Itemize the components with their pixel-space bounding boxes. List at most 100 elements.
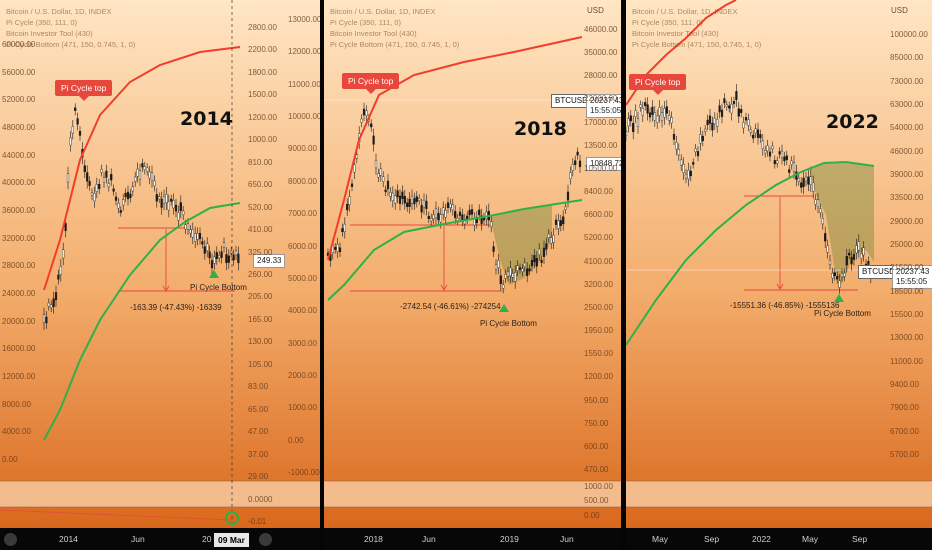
candle-body [122,199,125,206]
chart-canvas-2014[interactable] [0,0,321,550]
candle-body [198,233,202,240]
candle-body [723,98,726,104]
candle-body [446,202,450,208]
indicator-pi-cycle-bottom: Pi Cycle Bottom (471, 150, 0.745, 1, 0) [330,40,460,49]
candle-body [816,199,820,207]
symbol-title: Bitcoin / U.S. Dollar, 1D, INDEX [6,7,112,16]
measure-arrow-head [162,285,170,292]
price-axis-tick: 7900.00 [890,403,919,413]
indicator-pi-cycle: Pi Cycle (350, 111, 0) [632,18,704,27]
candle-body [836,275,839,280]
candle-body [626,131,628,137]
time-axis[interactable]: May Sep 2022 May Sep [626,528,932,550]
chart-header: Bitcoin / U.S. Dollar, 1D, INDEX Pi Cycl… [6,6,135,50]
pi-cycle-top-line [43,46,241,291]
candle-body [420,205,423,213]
candle-body [792,162,796,172]
candle-body [422,199,426,208]
candle-body [90,192,94,196]
price-axis-tick: 0.0000 [248,494,273,504]
candle-body [518,267,522,270]
candle-body [576,151,579,156]
candle-body [636,118,640,127]
pi-bottom-fill [490,205,552,285]
candle-body [632,122,635,133]
time-label: 2019 [500,534,519,544]
indicator-investor-tool: Bitcoin Investor Tool (430) [330,29,417,38]
candle-body [634,110,637,118]
pi-cycle-top-badge: Pi Cycle top [629,74,687,95]
candle-body [374,160,378,169]
indicator-band [324,481,621,507]
candle-body [126,191,130,200]
candle-body [687,169,690,180]
candle-body [578,160,582,168]
price-axis-tick: 13000.00 [890,333,924,343]
year-label: 2022 [826,111,879,133]
candle-body [350,183,354,187]
pi-cycle-bottom-line [43,202,241,441]
candle-body [574,160,577,165]
candle-body [867,260,870,265]
candle-body [840,273,844,278]
candle-body [165,194,168,203]
candle-body [742,122,745,129]
candle-body [86,172,89,182]
price-axis-tick: 9000.00 [288,144,317,154]
candle-body [533,255,536,263]
candle-body [824,233,827,242]
candle-body [506,271,510,277]
price-axis-tick: 5000.00 [288,273,317,283]
candle-body [862,247,865,256]
price-axis-tick: 5200.00 [584,233,613,243]
candle-body [639,104,642,108]
candle-body [69,137,72,146]
time-label: Sep [704,534,720,544]
candle-body [764,150,767,154]
price-axis-tick: 29000.00 [890,216,924,226]
price-axis-tick: 4100.00 [584,256,613,266]
candle-body [843,272,846,277]
candle-body [850,256,853,265]
candle-body [179,202,182,212]
time-label: 20 [202,534,212,544]
candle-body [146,167,149,172]
candle-body [756,129,760,138]
price-tag-time: 15:55:05 [590,106,621,115]
candle-body [389,192,392,197]
candle-body [138,170,142,180]
drawdown-measure: -163.39 (-47.43%) -16339 [130,303,222,312]
candle-body [343,223,346,232]
candle-body [95,184,98,192]
candle-body [771,145,774,150]
candle-body [215,252,218,259]
candle-body [93,193,96,202]
chart-panel-2018: Bitcoin / U.S. Dollar, 1D, INDEX Pi Cycl… [324,0,621,550]
candle-body [658,107,661,116]
candle-body [749,129,752,133]
candle-body [554,219,558,225]
candle-body [220,251,223,258]
candle-body [790,160,793,165]
candle-body [102,177,106,183]
candle-body [167,201,170,211]
price-axis-tick: 17000.00 [584,117,618,127]
lower-indicator-line [0,509,233,521]
time-axis[interactable]: 2014 Jun 20 09 Mar [0,528,321,550]
candle-body [360,118,363,123]
candle-body [497,260,500,268]
candle-body [737,108,740,117]
pi-cycle-top-badge: Pi Cycle top [55,80,113,101]
price-axis-tick: 4000.00 [288,306,317,316]
time-axis[interactable]: 2018 Jun 2019 Jun [324,528,621,550]
pi-cycle-top-badge: Pi Cycle top [342,73,400,94]
tradingview-logo-icon [259,533,272,546]
year-label: 2014 [180,108,233,130]
candle-body [143,166,146,171]
candle-body [509,267,512,277]
candle-body [644,102,647,107]
time-label: May [652,534,669,544]
candle-body [172,200,175,209]
candle-body [511,273,514,278]
candle-body [64,223,67,231]
